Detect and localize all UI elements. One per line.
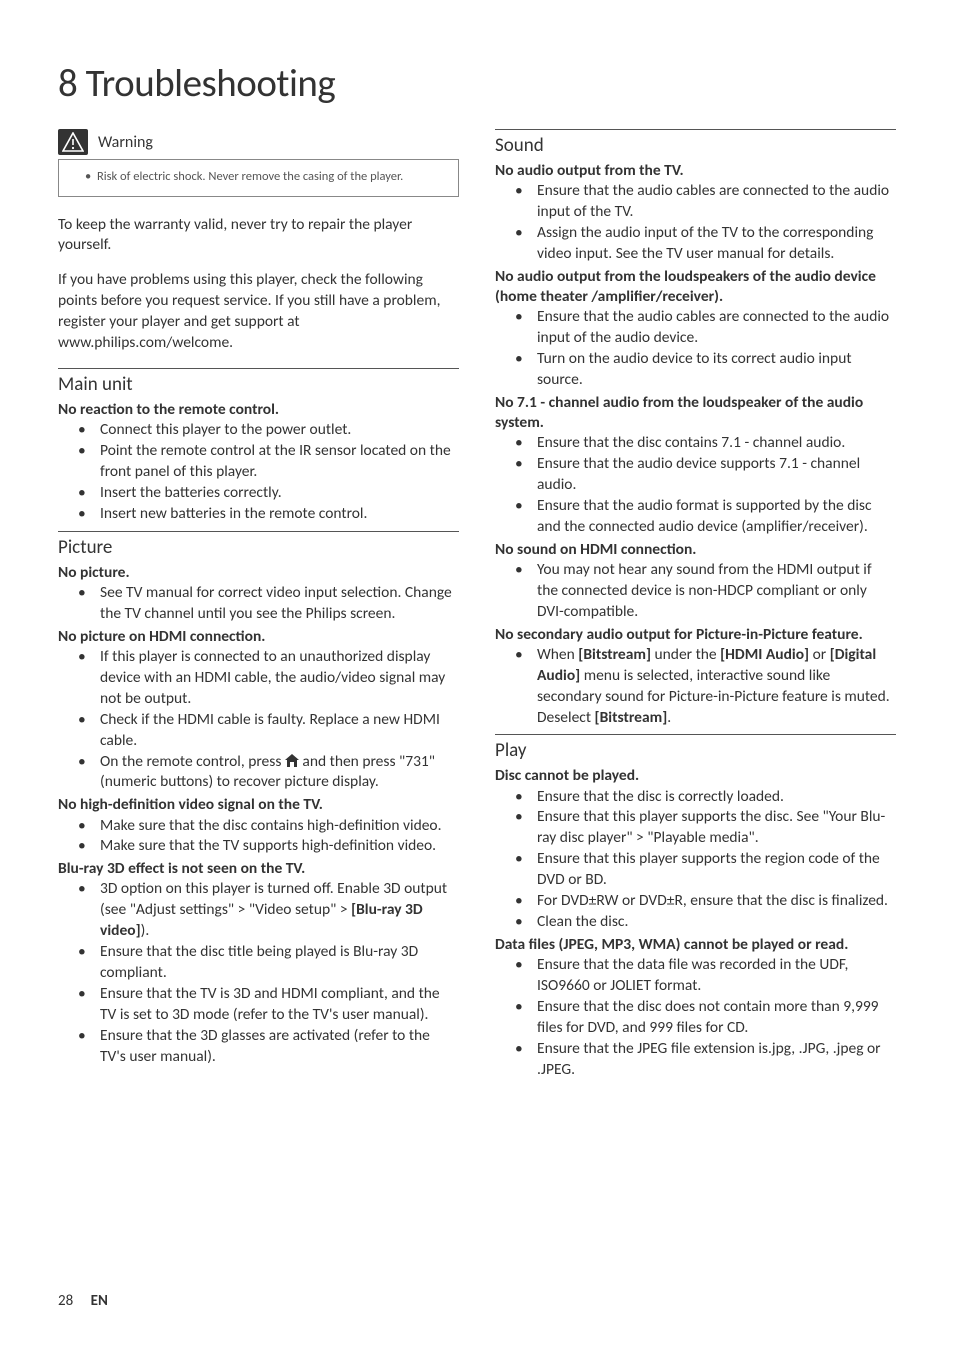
list-item: Clean the disc. — [495, 912, 896, 933]
right-column: SoundNo audio output from the TV.Ensure … — [495, 129, 896, 1087]
problem-heading: No secondary audio output for Picture-in… — [495, 625, 896, 645]
problem-heading: No high-definition video signal on the T… — [58, 795, 459, 815]
list-item: Make sure that the TV supports high-defi… — [58, 836, 459, 857]
list-item: On the remote control, press and then pr… — [58, 752, 459, 794]
list-item: Turn on the audio device to its correct … — [495, 349, 896, 391]
page-title: 8 Troubleshooting — [58, 60, 896, 107]
bullet-list: Ensure that the data file was recorded i… — [495, 955, 896, 1081]
section-rule — [58, 368, 459, 369]
list-item: For DVD±RW or DVD±R, ensure that the dis… — [495, 891, 896, 912]
warning-icon — [58, 129, 88, 155]
list-item: Ensure that this player supports the dis… — [495, 807, 896, 849]
problem-heading: No audio output from the loudspeakers of… — [495, 267, 896, 307]
left-column: Warning Risk of electric shock. Never re… — [58, 129, 459, 1087]
section-title: Main unit — [58, 373, 459, 396]
list-item: Ensure that the disc contains 7.1 - chan… — [495, 433, 896, 454]
list-item: When [Bitstream] under the [HDMI Audio] … — [495, 645, 896, 729]
list-item: Make sure that the disc contains high-de… — [58, 816, 459, 837]
section-title: Sound — [495, 134, 896, 157]
page-lang: EN — [91, 1292, 108, 1310]
list-item: If this player is connected to an unauth… — [58, 647, 459, 710]
list-item: See TV manual for correct video input se… — [58, 583, 459, 625]
bullet-list: See TV manual for correct video input se… — [58, 583, 459, 625]
list-item: Ensure that this player supports the reg… — [495, 849, 896, 891]
section-rule — [58, 531, 459, 532]
list-item: Point the remote control at the IR senso… — [58, 441, 459, 483]
bullet-list: 3D option on this player is turned off. … — [58, 879, 459, 1067]
list-item: Connect this player to the power outlet. — [58, 420, 459, 441]
list-item: Ensure that the data file was recorded i… — [495, 955, 896, 997]
section: PlayDisc cannot be played.Ensure that th… — [495, 734, 896, 1080]
section: SoundNo audio output from the TV.Ensure … — [495, 129, 896, 728]
problem-heading: No picture on HDMI connection. — [58, 627, 459, 647]
problem-heading: No 7.1 - channel audio from the loudspea… — [495, 393, 896, 433]
list-item: Ensure that the 3D glasses are activated… — [58, 1026, 459, 1068]
list-item: Insert the batteries correctly. — [58, 483, 459, 504]
section-rule — [495, 129, 896, 130]
bullet-list: Ensure that the disc contains 7.1 - chan… — [495, 433, 896, 538]
list-item: Assign the audio input of the TV to the … — [495, 223, 896, 265]
problem-heading: No picture. — [58, 563, 459, 583]
bullet-list: If this player is connected to an unauth… — [58, 647, 459, 793]
warning-body: Risk of electric shock. Never remove the… — [58, 159, 459, 197]
problem-heading: Data files (JPEG, MP3, WMA) cannot be pl… — [495, 935, 896, 955]
problem-heading: No reaction to the remote control. — [58, 400, 459, 420]
list-item: Ensure that the audio cables are connect… — [495, 181, 896, 223]
section-title: Play — [495, 739, 896, 762]
warning-box: Warning Risk of electric shock. Never re… — [58, 129, 459, 197]
warning-item: Risk of electric shock. Never remove the… — [85, 168, 444, 186]
problem-heading: No sound on HDMI connection. — [495, 540, 896, 560]
list-item: Ensure that the audio device supports 7.… — [495, 454, 896, 496]
content-columns: Warning Risk of electric shock. Never re… — [58, 129, 896, 1087]
bullet-list: You may not hear any sound from the HDMI… — [495, 560, 896, 623]
intro-para: If you have problems using this player, … — [58, 270, 459, 354]
intro-para: To keep the warranty valid, never try to… — [58, 215, 459, 257]
section-rule — [495, 734, 896, 735]
list-item: Ensure that the audio format is supporte… — [495, 496, 896, 538]
list-item: 3D option on this player is turned off. … — [58, 879, 459, 942]
list-item: Ensure that the disc does not contain mo… — [495, 997, 896, 1039]
warning-label: Warning — [98, 133, 153, 152]
list-item: Ensure that the audio cables are connect… — [495, 307, 896, 349]
list-item: Insert new batteries in the remote contr… — [58, 504, 459, 525]
bullet-list: Make sure that the disc contains high-de… — [58, 816, 459, 858]
section: Main unit No reaction to the remote contr… — [58, 368, 459, 525]
section: Picture No picture.See TV manual for corr… — [58, 531, 459, 1068]
bullet-list: Connect this player to the power outlet.… — [58, 420, 459, 525]
page-number: 28 — [58, 1292, 73, 1310]
problem-heading: No audio output from the TV. — [495, 161, 896, 181]
bullet-list: Ensure that the disc is correctly loaded… — [495, 787, 896, 933]
list-item: Ensure that the TV is 3D and HDMI compli… — [58, 984, 459, 1026]
bullet-list: Ensure that the audio cables are connect… — [495, 181, 896, 265]
section-title: Picture — [58, 536, 459, 559]
bullet-list: When [Bitstream] under the [HDMI Audio] … — [495, 645, 896, 729]
problem-heading: Disc cannot be played. — [495, 766, 896, 786]
list-item: Ensure that the JPEG file extension is.j… — [495, 1039, 896, 1081]
bullet-list: Ensure that the audio cables are connect… — [495, 307, 896, 391]
list-item: You may not hear any sound from the HDMI… — [495, 560, 896, 623]
list-item: Check if the HDMI cable is faulty. Repla… — [58, 710, 459, 752]
page-footer: 28 EN — [58, 1292, 108, 1310]
problem-heading: Blu-ray 3D effect is not seen on the TV. — [58, 859, 459, 879]
list-item: Ensure that the disc title being played … — [58, 942, 459, 984]
list-item: Ensure that the disc is correctly loaded… — [495, 787, 896, 808]
warning-header: Warning — [58, 129, 459, 155]
